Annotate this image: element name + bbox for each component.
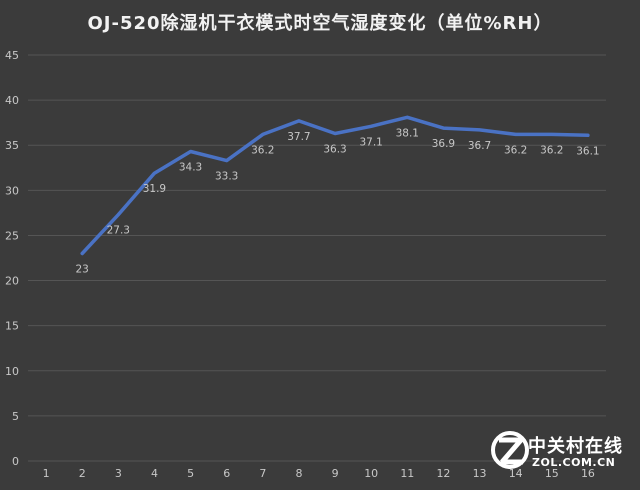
data-label: 33.3 (215, 171, 238, 183)
x-tick-label: 15 (545, 467, 559, 480)
chart-title: OJ-520除湿机干衣模式时空气湿度变化（单位%RH） (87, 13, 553, 34)
y-tick-label: 0 (12, 455, 19, 468)
y-tick-label: 40 (5, 94, 19, 107)
x-tick-label: 6 (223, 467, 230, 480)
zol-watermark: 中关村在线 ZOL.COM.CN (490, 428, 630, 476)
zol-logo-icon (491, 431, 529, 469)
y-tick-label: 5 (12, 410, 19, 423)
data-label: 27.3 (107, 225, 130, 237)
data-label: 36.2 (540, 144, 563, 156)
x-tick-label: 14 (509, 467, 523, 480)
x-tick-label: 3 (115, 467, 122, 480)
data-label: 37.7 (287, 131, 310, 143)
y-tick-label: 30 (5, 184, 19, 197)
data-label: 36.7 (468, 140, 491, 152)
y-tick-label: 45 (5, 49, 19, 62)
data-label: 36.2 (251, 144, 274, 156)
y-tick-label: 10 (5, 365, 19, 378)
data-label: 36.2 (504, 144, 527, 156)
data-label: 36.3 (323, 143, 346, 155)
x-tick-label: 9 (332, 467, 339, 480)
y-tick-label: 20 (5, 275, 19, 288)
data-label: 36.9 (432, 138, 455, 150)
x-tick-label: 11 (400, 467, 414, 480)
watermark-text-en: ZOL.COM.CN (532, 456, 616, 469)
x-tick-label: 16 (581, 467, 595, 480)
x-tick-label: 2 (79, 467, 86, 480)
data-label: 38.1 (396, 127, 419, 139)
data-label: 36.1 (576, 145, 599, 157)
data-label: 37.1 (359, 136, 382, 148)
data-label: 31.9 (143, 183, 166, 195)
watermark-text-cn: 中关村在线 (528, 436, 623, 457)
x-tick-label: 12 (436, 467, 450, 480)
x-tick-label: 1 (43, 467, 50, 480)
x-tick-label: 4 (151, 467, 158, 480)
y-tick-label: 35 (5, 139, 19, 152)
x-tick-label: 13 (473, 467, 487, 480)
x-tick-label: 5 (187, 467, 194, 480)
series-line (80, 115, 590, 256)
x-tick-label: 10 (364, 467, 378, 480)
x-tick-label: 8 (295, 467, 302, 480)
y-tick-label: 15 (5, 320, 19, 333)
y-tick-label: 25 (5, 229, 19, 242)
data-label: 23 (76, 263, 89, 275)
data-label: 34.3 (179, 162, 202, 174)
x-tick-label: 7 (259, 467, 266, 480)
